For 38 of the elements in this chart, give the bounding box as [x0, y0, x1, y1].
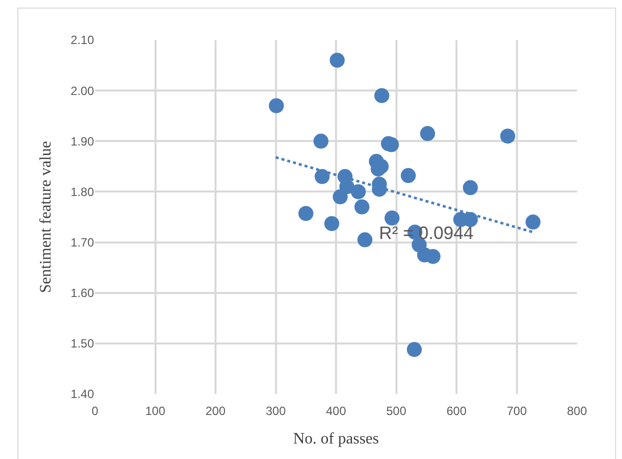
y-tick-label: 2.00	[70, 84, 94, 98]
point	[354, 199, 370, 214]
point	[462, 180, 478, 196]
x-axis-title: No. of passes	[293, 430, 379, 448]
point	[298, 206, 314, 221]
point	[313, 134, 328, 149]
x-tick-label: 400	[326, 404, 346, 418]
x-tick-label: 600	[446, 404, 467, 418]
point	[374, 88, 390, 104]
x-tick-label: 200	[205, 404, 226, 418]
x-tick-label: 700	[506, 404, 528, 418]
point	[400, 168, 416, 184]
x-tick-label: 300	[266, 404, 286, 418]
x-tick-label: 100	[145, 404, 166, 418]
point	[268, 98, 284, 114]
point	[314, 169, 330, 184]
point	[324, 216, 340, 232]
y-axis-title: Sentiment feature value	[38, 141, 55, 293]
y-tick-label: 1.60	[70, 286, 94, 300]
y-tick-label: 1.80	[70, 184, 94, 199]
point	[420, 126, 436, 142]
x-tick-label: 500	[386, 404, 407, 418]
x-tick-label: 0	[92, 404, 99, 418]
point	[332, 189, 348, 204]
point	[330, 52, 345, 68]
point	[350, 184, 366, 200]
x-tick-label: 800	[566, 404, 588, 418]
point	[406, 342, 422, 357]
point	[500, 128, 516, 144]
y-tick-label: 1.90	[70, 134, 94, 148]
point	[426, 248, 440, 264]
point	[526, 214, 541, 230]
y-tick-label: 1.50	[70, 336, 94, 351]
y-tick-label: 1.40	[70, 387, 94, 402]
point	[384, 210, 400, 226]
y-tick-label: 2.10	[70, 33, 94, 48]
y-tick-label: 1.70	[70, 235, 94, 250]
point	[357, 232, 372, 248]
